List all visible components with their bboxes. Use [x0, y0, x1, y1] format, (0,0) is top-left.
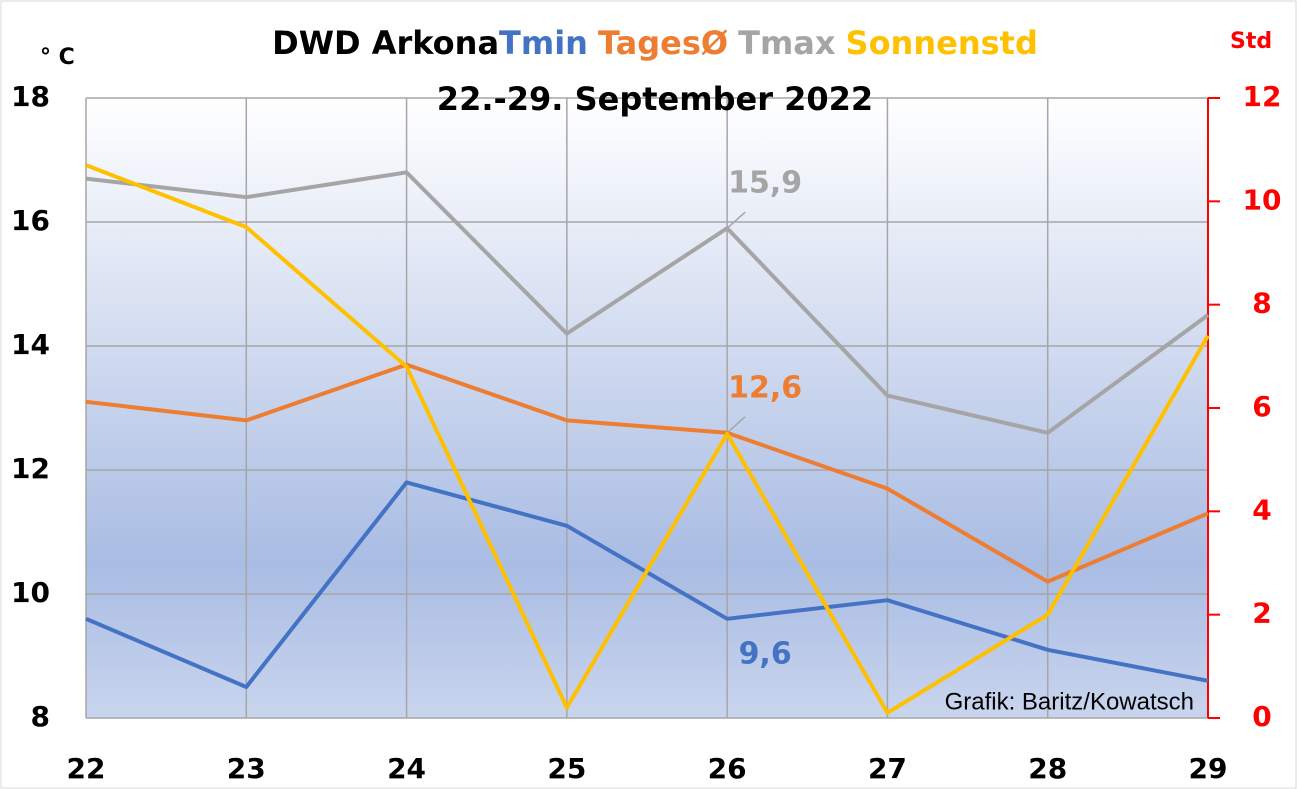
- data-label: 15,9: [728, 166, 802, 201]
- legend-entry: TagesØ: [598, 24, 728, 62]
- series-line: [85, 170, 1210, 435]
- title-text: DWD Arkona: [272, 24, 499, 62]
- leader-line: [726, 211, 746, 229]
- x-tick-label: 24: [387, 752, 426, 785]
- y2-tick-label: 4: [1252, 493, 1271, 526]
- chart-subtitle: 22.-29. September 2022: [437, 80, 873, 118]
- y-tick-label: 14: [11, 328, 50, 361]
- x-tick-label: 27: [868, 752, 907, 785]
- legend-entry: Sonnenstd: [846, 24, 1038, 62]
- y2-tick-label: 8: [1252, 287, 1271, 320]
- y2-axis-label: Std: [1230, 29, 1272, 54]
- x-tick-label: 26: [708, 752, 747, 785]
- y2-tick-label: 6: [1252, 390, 1271, 423]
- y-axis-label: ° C: [40, 45, 75, 70]
- series-line: [85, 362, 1209, 584]
- x-tick-label: 28: [1028, 752, 1067, 785]
- y2-tick-label: 12: [1243, 80, 1282, 113]
- y2-tick-label: 2: [1252, 597, 1271, 630]
- annotation: Grafik: Baritz/Kowatsch: [945, 688, 1194, 715]
- series-line: [85, 163, 1210, 715]
- leader-line: [726, 416, 746, 434]
- y-tick-label: 12: [11, 452, 50, 485]
- legend-entry: Tmax: [738, 24, 836, 62]
- y2-tick-label: 10: [1243, 183, 1282, 216]
- y2-tick-label: 0: [1252, 700, 1271, 733]
- data-label: 12,6: [728, 370, 802, 405]
- x-tick-label: 22: [67, 752, 106, 785]
- y-tick-label: 8: [31, 700, 50, 733]
- chart-title: DWD ArkonaTmin TagesØ Tmax Sonnenstd: [272, 24, 1038, 62]
- x-tick-label: 29: [1189, 752, 1228, 785]
- data-label: 9,6: [739, 636, 792, 671]
- y-tick-label: 18: [11, 80, 50, 113]
- y-tick-label: 16: [11, 204, 50, 237]
- x-tick-label: 25: [547, 752, 586, 785]
- legend-entry: Tmin: [499, 24, 588, 62]
- plot-area: [86, 98, 1208, 718]
- x-tick-label: 23: [227, 752, 266, 785]
- y-tick-label: 10: [11, 576, 50, 609]
